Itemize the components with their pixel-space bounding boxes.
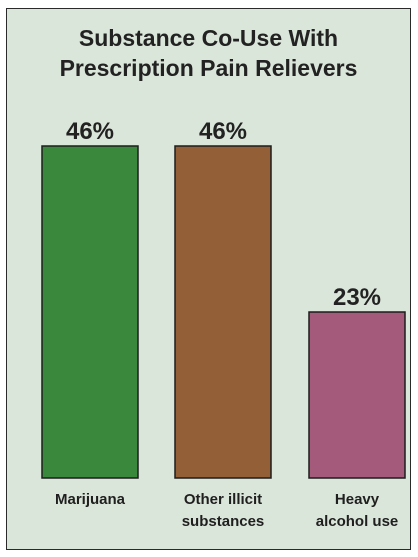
bar-value-label-2: 23% [333,284,381,311]
bar-2 [308,311,406,479]
bar-chart-plot: 46% Marijuana 46% Other illicit substances 23… [41,118,406,530]
category-label-1-line-0: Other illicit [184,491,262,508]
category-label-2-line-0: Heavy [335,491,380,508]
bar-value-label-0: 46% [66,118,114,145]
chart-panel: Substance Co-Use With Prescription Pain … [6,8,411,550]
chart-title-line-1: Substance Co-Use With [78,25,339,51]
bar-1 [174,145,272,479]
category-label-2-line-1: alcohol use [316,513,399,530]
category-label-0-line-0: Marijuana [55,491,126,508]
category-label-1-line-1: substances [182,513,265,530]
chart-title: Substance Co-Use With Prescription Pain … [7,23,410,83]
bar-0 [41,145,139,479]
bar-value-label-1: 46% [199,118,247,145]
chart-title-line-2: Prescription Pain Relievers [59,55,358,81]
